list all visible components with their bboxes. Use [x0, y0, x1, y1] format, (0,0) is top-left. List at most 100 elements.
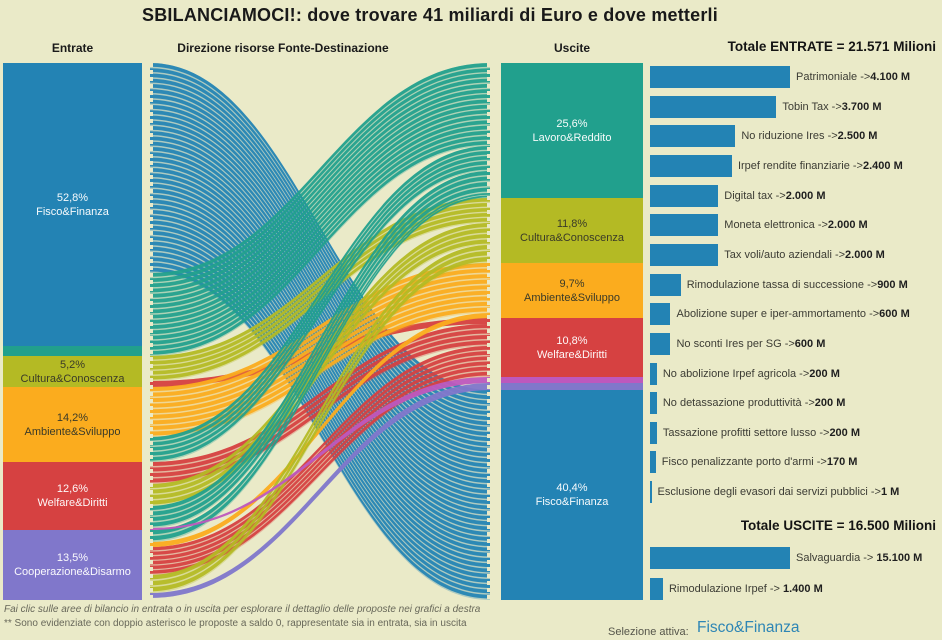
entrate-row-fisco-penalizzante-porto-d-armi[interactable]: Fisco penalizzante porto d'armi ->170 M: [650, 451, 942, 473]
entrate-stacked-bar: 52,8% Fisco&Finanza 5,2% Cultura&Conoscenza…: [3, 63, 142, 600]
flow-purple: [150, 383, 490, 598]
entrate-bar-label: Rimodulazione tassa di successione ->900…: [686, 279, 908, 291]
entrate-bar[interactable]: [650, 392, 657, 414]
uscite-bar[interactable]: [650, 547, 790, 569]
entrate-bar-label: Patrimoniale ->4.100 M: [796, 71, 911, 83]
segment-name: Fisco&Finanza: [535, 496, 609, 508]
flow-teal: [150, 146, 490, 462]
segment-pct: 13,5%: [56, 552, 89, 564]
entrate-row-irpef-rendite-finanziarie[interactable]: Irpef rendite finanziarie ->2.400 M: [650, 155, 942, 177]
segment-name: Welfare&Diritti: [37, 497, 108, 509]
entrate-bar[interactable]: [650, 303, 671, 325]
entrate-bar-label: Tax voli/auto aziendali ->2.000 M: [724, 249, 885, 261]
active-selection-value: Fisco&Finanza: [697, 619, 800, 636]
segment-name: Fisco&Finanza: [36, 205, 109, 218]
segment-pct: 52,8%: [56, 191, 89, 204]
entrate-row-abolizione-super-e-iper-ammortamento[interactable]: Abolizione super e iper-ammortamento ->6…: [650, 303, 942, 325]
entrate-bar[interactable]: [650, 422, 657, 444]
entrate-row-no-abolizione-irpef-agricola[interactable]: No abolizione Irpef agricola ->200 M: [650, 363, 942, 385]
entrate-row-patrimoniale[interactable]: Patrimoniale ->4.100 M: [650, 66, 942, 88]
uscite-row-salvaguardia[interactable]: Salvaguardia -> 15.100 M: [650, 547, 942, 569]
entrate-bar-label: Fisco penalizzante porto d'armi ->170 M: [661, 456, 858, 468]
entrate-bar[interactable]: [650, 66, 790, 88]
uscite-segment-cultura-conoscenza[interactable]: 11,8% Cultura&Conoscenza: [501, 198, 643, 263]
segment-name: Cultura&Conoscenza: [20, 372, 125, 385]
segment-pct: 12,6%: [56, 483, 89, 495]
entrate-bar-label: Abolizione super e iper-ammortamento ->6…: [676, 308, 910, 320]
uscite-stacked-bar: 25,6% Lavoro&Reddito 11,8% Cultura&Conoscen…: [501, 63, 643, 600]
entrate-bar[interactable]: [650, 274, 681, 296]
entrate-bar-label: No riduzione Ires ->2.500 M: [741, 130, 878, 142]
entrate-bar[interactable]: [650, 125, 736, 147]
entrate-row-tobin-tax[interactable]: Tobin Tax ->3.700 M: [650, 96, 942, 118]
segment-pct: 14,2%: [56, 411, 89, 424]
entrate-bar-label: No abolizione Irpef agricola ->200 M: [662, 368, 840, 380]
entrate-row-esclusione-degli-evasori-dai-servizi-pubblici[interactable]: Esclusione degli evasori dai servizi pub…: [650, 481, 942, 503]
totale-uscite-header: Totale USCITE = 16.500 Milioni: [740, 518, 936, 533]
segment-pct: 25,6%: [556, 117, 588, 130]
sankey-flow-diagram: [150, 63, 490, 600]
entrate-row-moneta-elettronica[interactable]: Moneta elettronica ->2.000 M: [650, 214, 942, 236]
segment-name: Cultura&Conoscenza: [520, 231, 624, 244]
segment-pct: 40,4%: [556, 482, 588, 494]
entrate-bar-label: Irpef rendite finanziarie ->2.400 M: [737, 160, 903, 172]
totale-entrate-header: Totale ENTRATE = 21.571 Milioni: [727, 39, 936, 54]
uscite-bar-label: Salvaguardia -> 15.100 M: [796, 552, 923, 564]
flow-teal: [150, 193, 490, 542]
entrate-segment-cultura-conoscenza[interactable]: 5,2% Cultura&Conoscenza: [3, 356, 142, 387]
uscite-segment-magenta[interactable]: [501, 377, 643, 383]
entrate-row-digital-tax[interactable]: Digital tax ->2.000 M: [650, 185, 942, 207]
entrate-bar[interactable]: [650, 185, 719, 207]
flow-teal: [150, 63, 490, 346]
flow-teal: [150, 136, 490, 356]
sankey-header: Direzione risorse Fonte-Destinazione: [177, 41, 389, 55]
uscite-bar[interactable]: [650, 578, 663, 600]
entrate-segment-fisco-finanza[interactable]: 52,8% Fisco&Finanza: [3, 63, 142, 346]
entrate-segment-teal[interactable]: [3, 346, 142, 356]
entrate-bar-label: Esclusione degli evasori dai servizi pub…: [657, 486, 900, 498]
entrate-segment-welfare-diritti[interactable]: 12,6% Welfare&Diritti: [3, 462, 142, 530]
entrate-bar-label: No sconti Ires per SG ->600 M: [676, 338, 826, 350]
uscite-segment-ambiente-sviluppo[interactable]: 9,7% Ambiente&Sviluppo: [501, 263, 643, 318]
entrate-bar[interactable]: [650, 214, 719, 236]
page-title: SBILANCIAMOCI!: dove trovare 41 miliardi…: [142, 5, 718, 25]
entrate-column-header: Entrate: [51, 41, 94, 55]
entrate-row-no-riduzione-ires[interactable]: No riduzione Ires ->2.500 M: [650, 125, 942, 147]
entrate-bar[interactable]: [650, 363, 657, 385]
detail-bars-panel: Patrimoniale ->4.100 M Tobin Tax ->3.700 …: [650, 0, 942, 640]
entrate-row-no-detassazione-produttivit[interactable]: No detassazione produttività ->200 M: [650, 392, 942, 414]
entrate-bar[interactable]: [650, 96, 777, 118]
footnote-line-1: Fai clic sulle aree di bilancio in entra…: [4, 604, 481, 615]
uscite-row-rimodulazione-irpef[interactable]: Rimodulazione Irpef -> 1.400 M: [650, 578, 942, 600]
segment-pct: 10,8%: [556, 334, 588, 347]
segment-name: Ambiente&Sviluppo: [24, 425, 121, 438]
entrate-bar-label: No detassazione produttività ->200 M: [662, 397, 846, 409]
entrate-segment-ambiente-sviluppo[interactable]: 14,2% Ambiente&Sviluppo: [3, 387, 142, 462]
entrate-segment-cooperazione-disarmo[interactable]: 13,5% Cooperazione&Disarmo: [3, 530, 142, 600]
entrate-row-tax-voli-auto-aziendali[interactable]: Tax voli/auto aziendali ->2.000 M: [650, 244, 942, 266]
entrate-row-tassazione-profitti-settore-lusso[interactable]: Tassazione profitti settore lusso ->200 …: [650, 422, 942, 444]
entrate-bar[interactable]: [650, 244, 719, 266]
entrate-bar-label: Tassazione profitti settore lusso ->200 …: [662, 427, 861, 439]
entrate-bar[interactable]: [650, 155, 732, 177]
entrate-row-rimodulazione-tassa-di-successione[interactable]: Rimodulazione tassa di successione ->900…: [650, 274, 942, 296]
flow-orange: [150, 313, 490, 547]
footnote-line-2: ** Sono evidenziate con doppio asterisco…: [4, 618, 467, 629]
uscite-segment-purple[interactable]: [501, 383, 643, 390]
uscite-bar-label: Rimodulazione Irpef -> 1.400 M: [668, 583, 823, 595]
flow-magenta: [150, 377, 490, 530]
uscite-segment-lavoro-reddito[interactable]: 25,6% Lavoro&Reddito: [501, 63, 643, 198]
uscite-segment-welfare-diritti[interactable]: 10,8% Welfare&Diritti: [501, 318, 643, 377]
entrate-bar-label: Digital tax ->2.000 M: [724, 190, 826, 202]
entrate-row-no-sconti-ires-per-sg[interactable]: No sconti Ires per SG ->600 M: [650, 333, 942, 355]
entrate-bar-label: Moneta elettronica ->2.000 M: [724, 219, 868, 231]
flow-olive: [150, 245, 490, 593]
flow-teal: [150, 171, 490, 528]
segment-name: Welfare&Diritti: [536, 348, 608, 361]
uscite-segment-fisco-finanza[interactable]: 40,4% Fisco&Finanza: [501, 390, 643, 600]
segment-name: Cooperazione&Disarmo: [14, 566, 131, 578]
entrate-bar[interactable]: [650, 481, 652, 503]
entrate-bar[interactable]: [650, 333, 671, 355]
entrate-bar[interactable]: [650, 451, 656, 473]
